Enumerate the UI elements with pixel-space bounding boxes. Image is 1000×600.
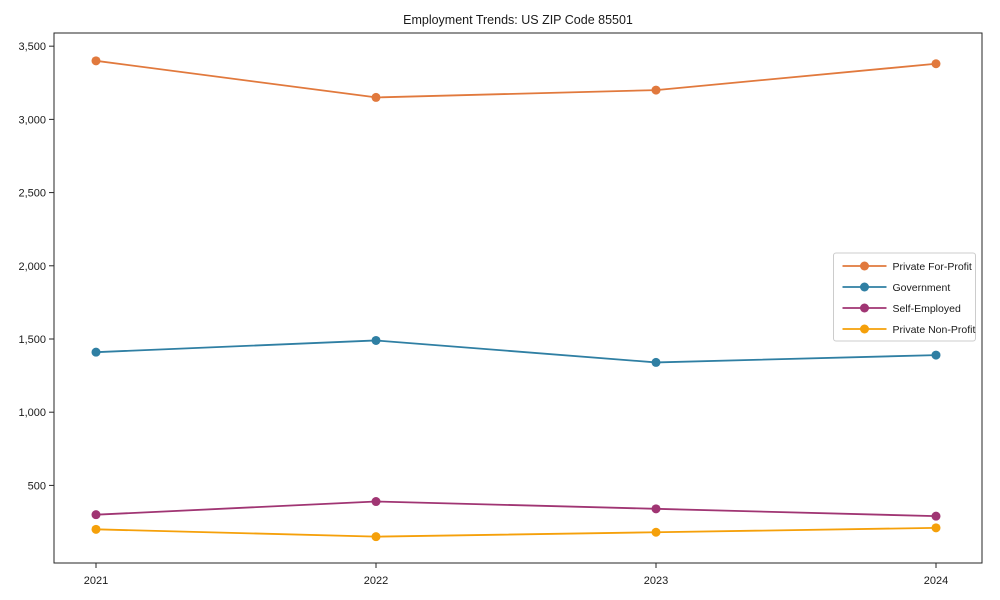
private-for-profit-point-2021 <box>91 56 101 66</box>
legend-swatch-marker <box>860 261 869 271</box>
y-tick-label: 500 <box>28 480 46 492</box>
private-for-profit-point-2024 <box>931 59 941 69</box>
private-for-profit-point-2023 <box>651 85 661 95</box>
series-line-private-for-profit <box>95 59 937 99</box>
legend-item-government: Government <box>842 282 951 294</box>
plot-border <box>53 32 983 564</box>
y-tick-label: 1,500 <box>18 334 46 346</box>
x-tick-label: 2024 <box>924 575 948 587</box>
series-self-employed <box>91 497 941 521</box>
government-point-2023 <box>651 357 661 367</box>
series-line-self-employed <box>95 500 937 518</box>
government-point-2021 <box>91 347 101 357</box>
private-non-profit-point-2024 <box>931 523 941 533</box>
private-for-profit-point-2022 <box>371 92 381 102</box>
legend-swatch-marker <box>860 303 869 313</box>
self-employed-point-2021 <box>91 510 101 520</box>
y-tick-label: 2,500 <box>18 188 46 200</box>
y-tick-label: 3,500 <box>18 41 46 53</box>
x-tick-label: 2023 <box>644 575 668 587</box>
legend-item-private-for-profit: Private For-Profit <box>842 261 972 273</box>
series-private-non-profit <box>91 523 941 542</box>
x-tick-label: 2021 <box>84 575 108 587</box>
plot-area: 500 1,000 1,500 2,000 2,500 3,000 3,500 2021 202… <box>18 32 983 587</box>
self-employed-point-2022 <box>371 497 381 507</box>
legend-label: Private For-Profit <box>893 261 972 273</box>
series-line-private-non-profit <box>95 526 937 538</box>
legend-box <box>833 252 976 342</box>
series-government <box>91 335 941 367</box>
self-employed-point-2024 <box>931 511 941 521</box>
legend-swatch-marker <box>860 282 869 292</box>
government-point-2022 <box>371 335 381 345</box>
legend-label: Self-Employed <box>893 303 961 315</box>
legend-label: Private Non-Profit <box>893 324 976 336</box>
private-non-profit-point-2023 <box>651 527 661 537</box>
self-employed-point-2023 <box>651 504 661 514</box>
legend-swatch-marker <box>860 324 869 334</box>
legend-label: Government <box>893 282 951 294</box>
series-private-for-profit <box>91 56 941 102</box>
private-non-profit-point-2021 <box>91 524 101 534</box>
y-tick-label: 3,000 <box>18 114 46 126</box>
y-tick-label: 1,000 <box>18 407 46 419</box>
series-line-government <box>95 339 937 364</box>
x-tick-label: 2022 <box>364 575 388 587</box>
legend-item-private-non-profit: Private Non-Profit <box>842 324 976 336</box>
legend: Private For-Profit Government Self-Employe… <box>833 252 976 342</box>
private-non-profit-point-2022 <box>371 532 381 542</box>
chart-title: Employment Trends: US ZIP Code 85501 <box>403 13 633 27</box>
y-tick-label: 2,000 <box>18 261 46 273</box>
government-point-2024 <box>931 350 941 360</box>
legend-item-self-employed: Self-Employed <box>842 303 961 315</box>
